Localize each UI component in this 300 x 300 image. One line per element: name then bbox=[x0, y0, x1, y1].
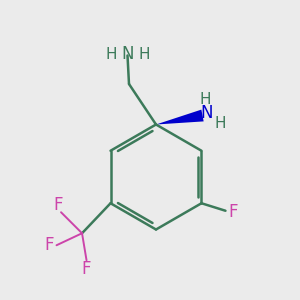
Text: F: F bbox=[82, 260, 91, 278]
Text: N: N bbox=[201, 103, 213, 122]
Text: H: H bbox=[200, 92, 211, 107]
Text: F: F bbox=[53, 196, 63, 214]
Polygon shape bbox=[156, 110, 204, 124]
Text: H: H bbox=[138, 46, 150, 62]
Text: H: H bbox=[215, 116, 226, 130]
Text: N: N bbox=[121, 45, 134, 63]
Text: F: F bbox=[228, 203, 238, 221]
Text: H: H bbox=[105, 46, 117, 62]
Text: F: F bbox=[44, 236, 54, 254]
